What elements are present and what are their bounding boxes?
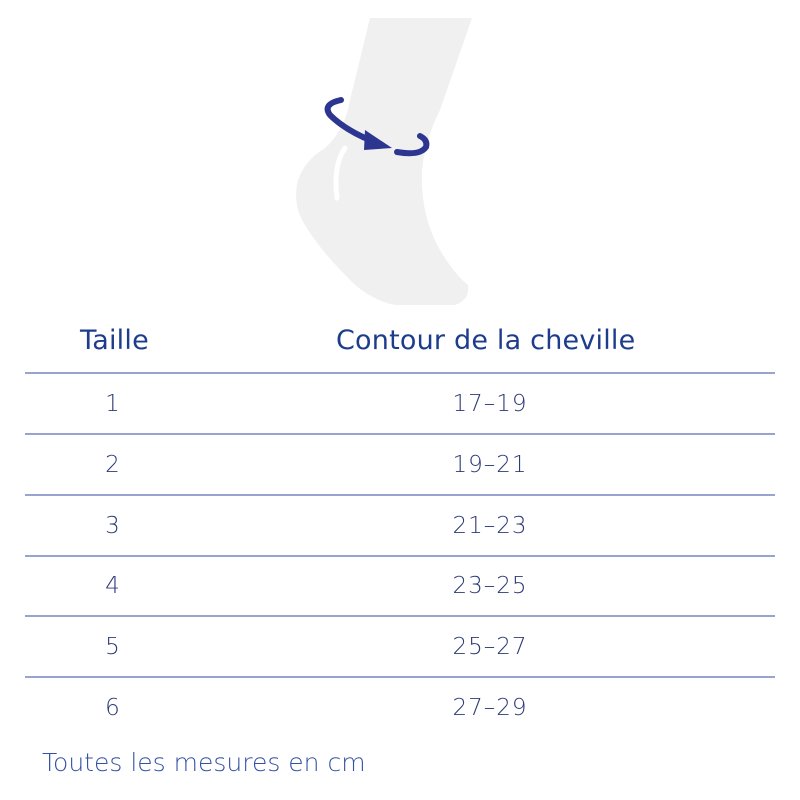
range-cell: 19–21 (452, 452, 528, 478)
size-cell: 1 (105, 391, 121, 417)
divider (25, 676, 775, 678)
size-cell: 3 (105, 513, 121, 539)
range-cell: 21–23 (452, 513, 528, 539)
units-footnote: Toutes les mesures en cm (42, 748, 366, 777)
foot-icon (296, 18, 472, 305)
column-header-ankle-circumference: Contour de la cheville (336, 325, 636, 356)
heel-highlight (333, 145, 348, 201)
divider (25, 494, 775, 496)
size-cell: 5 (105, 634, 121, 660)
range-cell: 17–19 (452, 391, 528, 417)
range-cell: 27–29 (452, 695, 528, 721)
divider (25, 555, 775, 557)
size-cell: 4 (105, 573, 121, 599)
ankle-measurement-illustration (296, 18, 472, 305)
divider (25, 615, 775, 617)
column-header-size: Taille (80, 325, 149, 356)
divider (25, 372, 775, 374)
range-cell: 23–25 (452, 573, 528, 599)
size-cell: 2 (105, 452, 121, 478)
range-cell: 25–27 (452, 634, 528, 660)
divider (25, 433, 775, 435)
size-cell: 6 (105, 695, 121, 721)
circumference-arrow-icon (324, 97, 430, 157)
